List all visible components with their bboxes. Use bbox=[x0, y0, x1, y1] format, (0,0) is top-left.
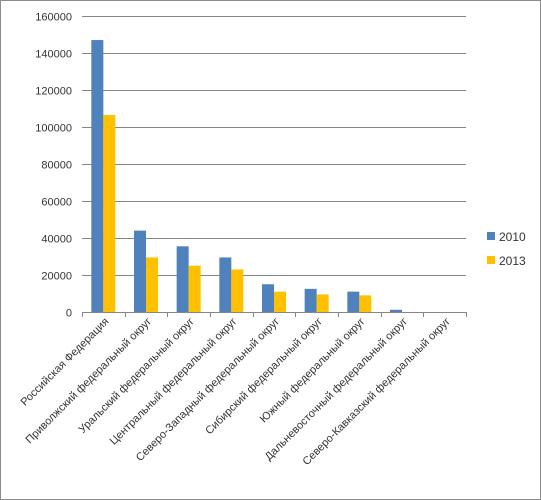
y-tick-label: 120000 bbox=[35, 86, 72, 98]
bar-2010 bbox=[134, 230, 146, 312]
bar-2010 bbox=[262, 284, 274, 312]
bar-2010 bbox=[219, 257, 232, 312]
legend-label: 2010 bbox=[499, 230, 526, 244]
legend-swatch-2010 bbox=[487, 232, 495, 240]
bar-2013 bbox=[103, 114, 116, 312]
bar-2010 bbox=[176, 246, 189, 312]
bar-2010 bbox=[304, 288, 317, 312]
x-category-label: Северо-Кавказский федеральный округ bbox=[301, 316, 453, 468]
y-tick-label: 80000 bbox=[41, 160, 72, 172]
bar-2013 bbox=[146, 257, 158, 312]
bar-2013 bbox=[274, 291, 286, 312]
x-category-label: Российская Федерация bbox=[19, 316, 112, 409]
legend-label: 2013 bbox=[499, 254, 526, 268]
bar-2013 bbox=[188, 265, 201, 312]
y-tick-label: 60000 bbox=[41, 197, 72, 209]
bar-2010 bbox=[91, 40, 104, 313]
bar-2013 bbox=[316, 294, 329, 312]
bar-2010 bbox=[390, 309, 402, 312]
y-tick-label: 20000 bbox=[41, 271, 72, 283]
y-tick-label: 0 bbox=[66, 308, 72, 320]
y-axis: 0 20000 40000 60000 80000 100000 120000 140000 1… bbox=[35, 12, 72, 320]
bar-2010 bbox=[347, 291, 360, 312]
bars bbox=[91, 40, 402, 313]
y-tick-label: 40000 bbox=[41, 234, 72, 246]
y-tick-label: 100000 bbox=[35, 123, 72, 135]
legend: 2010 2013 bbox=[487, 230, 526, 268]
bar-2013 bbox=[359, 295, 372, 312]
bar-2013 bbox=[231, 269, 244, 312]
y-tick-label: 160000 bbox=[35, 12, 72, 24]
y-tick-label: 140000 bbox=[35, 49, 72, 61]
legend-swatch-2013 bbox=[487, 256, 495, 264]
